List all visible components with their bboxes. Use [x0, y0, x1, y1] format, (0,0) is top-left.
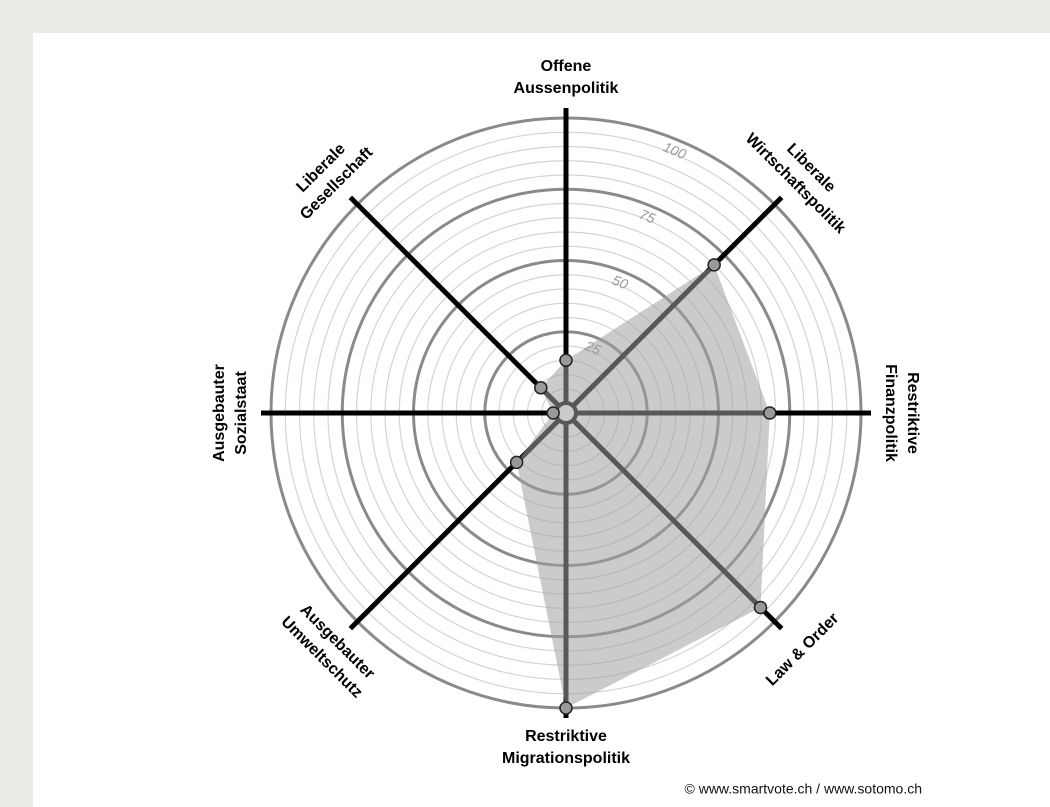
axis-label: Restriktive — [525, 728, 607, 745]
axis-label-group: Restriktive Migrationspolitik — [502, 728, 630, 767]
axis-label-group: Offene Aussenpolitik — [514, 58, 619, 97]
r-tick-label: 75 — [637, 206, 658, 227]
data-point — [534, 381, 548, 395]
data-point — [559, 701, 573, 715]
data-point — [546, 406, 560, 420]
axis-label: Restriktive — [904, 372, 921, 454]
data-point — [509, 455, 524, 470]
axis-label-group: Restriktive Finanzpolitik — [882, 364, 921, 462]
axis-label: Finanzpolitik — [882, 364, 899, 462]
data-point — [763, 406, 777, 420]
axis-label: Offene — [541, 58, 592, 75]
axis-label: Aussenpolitik — [514, 80, 619, 97]
r-tick-label: 50 — [610, 272, 631, 293]
data-area — [516, 264, 770, 708]
credit: © www.smartvote.ch / www.sotomo.ch — [685, 781, 923, 797]
data-point — [753, 600, 768, 615]
axis-line — [348, 195, 561, 408]
axis-label: Ausgebauter — [211, 364, 228, 462]
data-point — [559, 353, 573, 367]
data-point — [707, 258, 721, 272]
axis-label-group: Ausgebauter Sozialstaat — [211, 364, 250, 462]
axis-label: Migrationspolitik — [502, 750, 630, 767]
axis-label: Sozialstaat — [233, 371, 250, 455]
